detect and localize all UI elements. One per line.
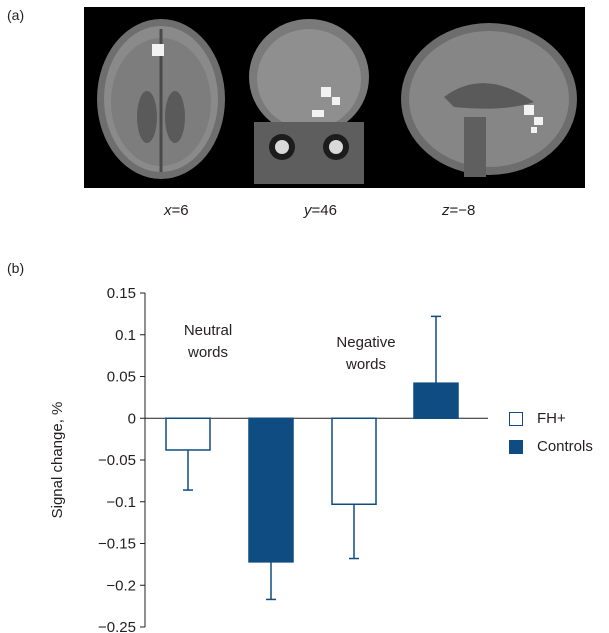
coronal-brain-slice (249, 19, 369, 184)
brain-mri-strip (84, 7, 585, 188)
group-label: Neutral (184, 322, 232, 339)
legend-controls: Controls (509, 438, 593, 455)
legend-swatch-controls (509, 439, 523, 454)
z-coordinate-label: z=−8 (442, 202, 476, 219)
y-tick-label: 0.1 (115, 327, 136, 344)
legend-fh-plus: FH+ (509, 410, 566, 427)
y-axis-label: Signal change, % (49, 402, 66, 519)
legend-label-controls: Controls (537, 438, 593, 455)
panel-a-label: (a) (7, 7, 25, 23)
x-coordinate-label: x=6 (164, 202, 189, 219)
y-tick-label: −0.05 (98, 452, 136, 469)
y-tick-label: 0.05 (107, 369, 136, 386)
y-coordinate-label: y=46 (304, 202, 337, 219)
y-tick-label: −0.1 (106, 494, 136, 511)
bar-controls (248, 417, 294, 563)
bar-fh-plus (331, 417, 377, 506)
y-tick-label: −0.15 (98, 536, 136, 553)
sagittal-brain-slice (401, 23, 577, 177)
group-label: words (345, 356, 386, 373)
panel-b-label: (b) (7, 260, 25, 276)
legend-swatch-fh-plus (509, 411, 523, 426)
y-tick-label: 0.15 (107, 285, 136, 302)
y-tick-label: −0.2 (106, 577, 136, 594)
legend-label-fh-plus: FH+ (537, 410, 566, 427)
bar-fh-plus (165, 417, 211, 451)
group-label: Negative (336, 334, 395, 351)
bar-controls (413, 382, 459, 419)
axial-brain-slice (97, 19, 225, 179)
group-label: words (187, 344, 228, 361)
signal-change-bar-chart: 0.15 0.1 0.05 0 −0.05 −0.1 −0.15 −0.2 −0.25 Signa… (49, 285, 488, 633)
y-tick-label: 0 (128, 410, 136, 427)
y-tick-label: −0.25 (98, 619, 136, 633)
